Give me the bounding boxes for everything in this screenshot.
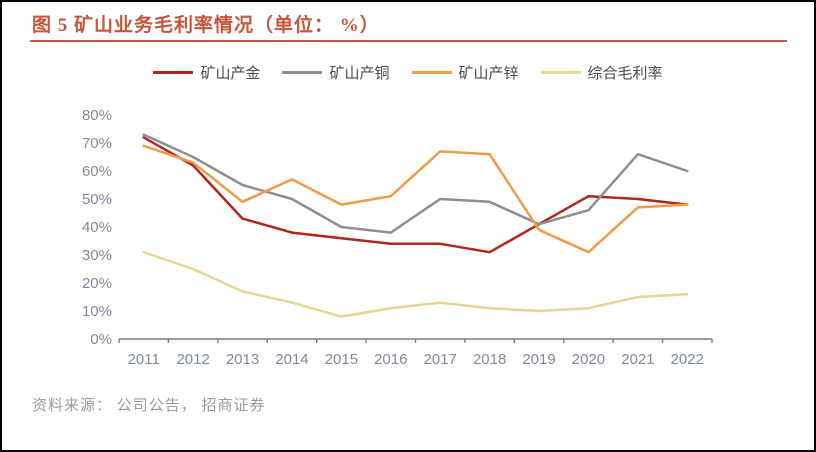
x-axis-tick-label: 2021 xyxy=(621,351,654,368)
legend-item: 矿山产铜 xyxy=(282,62,390,83)
series-line-综合毛利率 xyxy=(142,250,689,318)
x-axis-tick-label: 2019 xyxy=(522,351,555,368)
legend-item: 矿山产金 xyxy=(153,62,260,83)
legend-label: 综合毛利率 xyxy=(587,65,663,82)
y-axis-tick-label: 40% xyxy=(82,219,112,236)
legend-line-swatch xyxy=(540,71,581,74)
x-axis-tick-label: 2022 xyxy=(671,351,704,368)
legend-line-swatch xyxy=(282,71,323,74)
legend-item: 矿山产锌 xyxy=(411,62,519,83)
series-line-矿山产金 xyxy=(142,136,689,254)
x-axis-tick-label: 2015 xyxy=(325,351,358,368)
legend-label: 矿山产金 xyxy=(200,65,261,82)
series-line-矿山产铜 xyxy=(142,133,689,234)
legend-line-swatch xyxy=(411,71,452,74)
x-axis-tick-label: 2016 xyxy=(374,351,407,368)
series-line-矿山产锌 xyxy=(142,144,689,254)
x-axis-tick-label: 2020 xyxy=(572,351,605,368)
y-axis-tick-label: 50% xyxy=(82,191,112,208)
legend-line-swatch xyxy=(153,71,194,74)
y-axis-tick-label: 60% xyxy=(82,163,112,180)
y-axis-tick-label: 80% xyxy=(82,107,112,124)
y-axis-tick-label: 70% xyxy=(82,135,112,152)
legend-label: 矿山产锌 xyxy=(458,65,519,82)
y-axis-tick-label: 10% xyxy=(82,303,112,320)
figure-title: 图 5 矿山业务毛利率情况（单位： %） xyxy=(32,15,380,36)
y-axis-tick-label: 20% xyxy=(82,275,112,292)
x-axis-tick-label: 2013 xyxy=(226,351,259,368)
legend-label: 矿山产铜 xyxy=(329,65,390,82)
x-axis-tick-label: 2014 xyxy=(275,351,308,368)
x-axis-tick-label: 2018 xyxy=(473,351,506,368)
x-axis-tick-label: 2017 xyxy=(424,351,457,368)
y-axis-tick-label: 30% xyxy=(82,247,112,264)
x-axis-tick-label: 2012 xyxy=(176,351,209,368)
chart-legend: 矿山产金 矿山产铜 矿山产锌 综合毛利率 xyxy=(2,62,814,83)
legend-item: 综合毛利率 xyxy=(540,62,663,83)
title-underline xyxy=(30,40,787,42)
x-axis-tick-label: 2011 xyxy=(128,351,160,368)
source-note: 资料来源： 公司公告， 招商证券 xyxy=(32,398,266,414)
y-axis-tick-label: 0% xyxy=(90,331,112,348)
